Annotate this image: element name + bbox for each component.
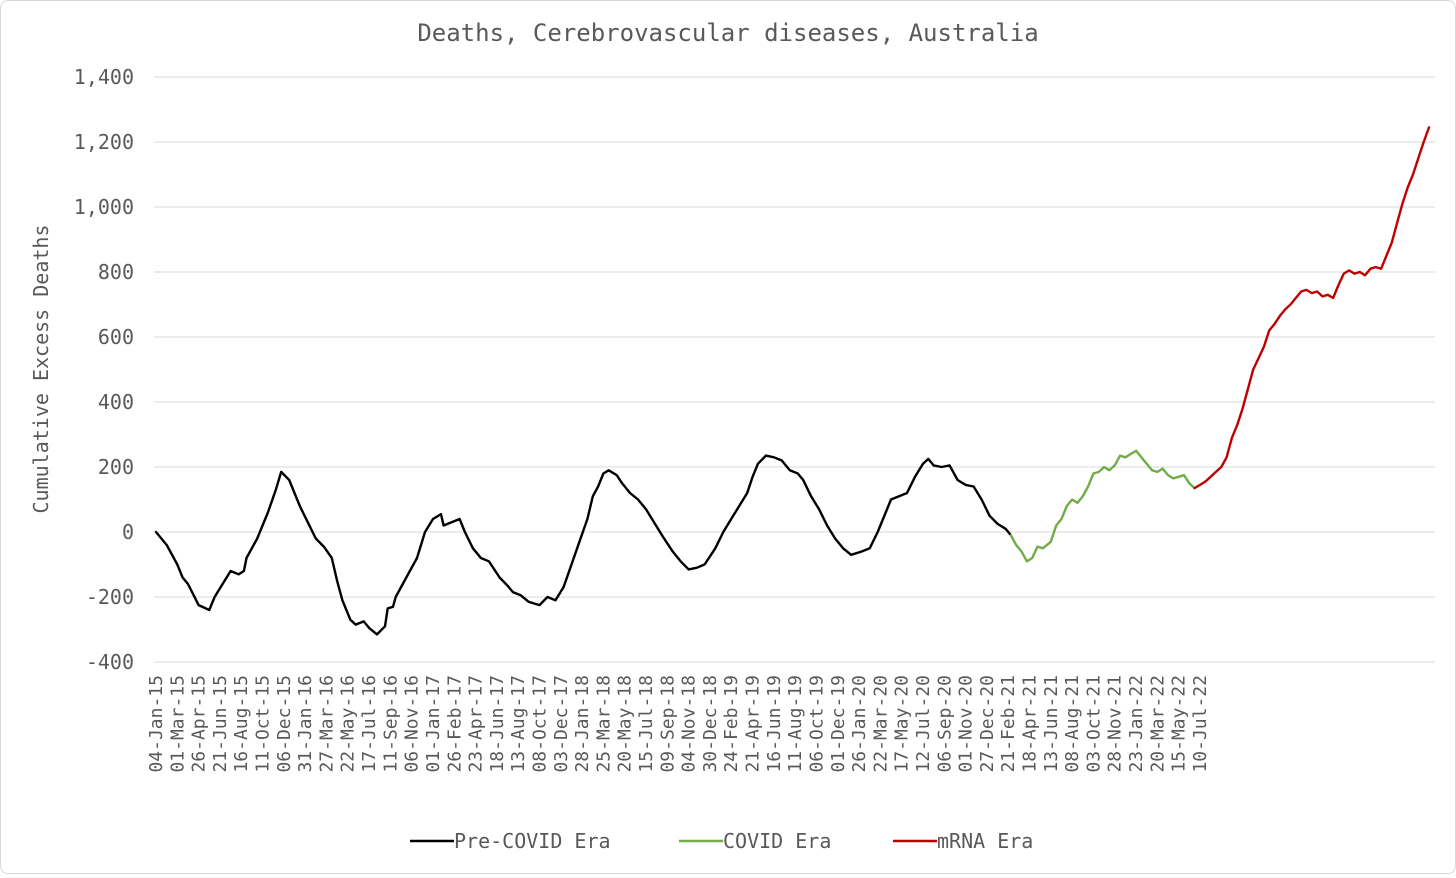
x-tick-label: 10-Jul-22	[1190, 675, 1211, 773]
x-tick-label: 24-Feb-19	[721, 675, 742, 773]
y-axis-ticks: -400 -200 0 200 400 600 800 1,000 1,200 1,400	[74, 65, 134, 674]
series-lines	[154, 126, 1431, 636]
x-axis-ticks: 04-Jan-15 01-Mar-15 26-Apr-15 21-Jun-15 16-A…	[146, 675, 1211, 773]
y-axis-label: Cumulative Excess Deaths	[29, 225, 53, 514]
x-tick-label: 01-Jan-17	[423, 675, 444, 773]
y-tick-label: 1,000	[74, 195, 134, 219]
x-tick-label: 06-Oct-19	[806, 675, 827, 773]
x-tick-label: 26-Feb-17	[444, 675, 465, 773]
x-tick-label: 04-Nov-18	[679, 675, 700, 773]
x-tick-label: 13-Aug-17	[508, 675, 529, 773]
x-tick-label: 27-Dec-20	[977, 675, 998, 773]
x-tick-label: 28-Nov-21	[1105, 675, 1126, 773]
x-tick-label: 25-Mar-18	[593, 675, 614, 773]
legend-label: Pre-COVID Era	[454, 829, 611, 853]
x-tick-label: 01-Dec-19	[828, 675, 849, 773]
x-tick-label: 11-Aug-19	[785, 675, 806, 773]
gridlines	[154, 76, 1435, 663]
series-line	[1009, 449, 1196, 563]
x-tick-label: 17-Jul-16	[359, 675, 380, 773]
x-tick-label: 04-Jan-15	[146, 675, 167, 773]
x-tick-label: 06-Sep-20	[934, 675, 955, 773]
x-tick-label: 03-Dec-17	[551, 675, 572, 773]
legend-label: COVID Era	[723, 829, 831, 853]
x-tick-label: 11-Oct-15	[253, 675, 274, 773]
x-tick-label: 22-May-16	[338, 675, 359, 773]
x-tick-label: 03-Oct-21	[1083, 675, 1104, 773]
y-tick-label: 1,400	[74, 65, 134, 89]
x-tick-label: 16-Aug-15	[231, 675, 252, 773]
x-tick-label: 31-Jan-16	[295, 675, 316, 773]
legend: Pre-COVID Era COVID Era mRNA Era	[410, 829, 1033, 853]
x-tick-label: 20-May-18	[615, 675, 636, 773]
x-tick-label: 16-Jun-19	[764, 675, 785, 773]
legend-label: mRNA Era	[937, 829, 1033, 853]
x-tick-label: 28-Jan-18	[572, 675, 593, 773]
x-tick-label: 06-Nov-16	[402, 675, 423, 773]
y-tick-label: 400	[98, 390, 134, 414]
x-tick-label: 26-Jan-20	[849, 675, 870, 773]
x-tick-label: 30-Dec-18	[700, 675, 721, 773]
x-tick-label: 22-Mar-20	[870, 675, 891, 773]
x-tick-label: 23-Apr-17	[466, 675, 487, 773]
x-tick-label: 01-Mar-15	[167, 675, 188, 773]
x-tick-label: 23-Jan-22	[1126, 675, 1147, 773]
x-tick-label: 09-Sep-18	[657, 675, 678, 773]
x-tick-label: 06-Dec-15	[274, 675, 295, 773]
y-tick-label: 1,200	[74, 130, 134, 154]
x-tick-label: 18-Jun-17	[487, 675, 508, 773]
x-tick-label: 13-Jun-21	[1041, 675, 1062, 773]
x-tick-label: 11-Sep-16	[380, 675, 401, 773]
x-tick-label: 18-Apr-21	[1020, 675, 1041, 773]
x-tick-label: 21-Apr-19	[743, 675, 764, 773]
x-tick-label: 27-Mar-16	[316, 675, 337, 773]
x-tick-label: 08-Oct-17	[529, 675, 550, 773]
x-tick-label: 21-Jun-15	[210, 675, 231, 773]
x-tick-label: 20-Mar-22	[1147, 675, 1168, 773]
x-tick-label: 01-Nov-20	[956, 675, 977, 773]
x-tick-label: 15-May-22	[1169, 675, 1190, 773]
y-tick-label: -400	[86, 650, 134, 674]
x-tick-label: 17-May-20	[892, 675, 913, 773]
x-tick-label: 26-Apr-15	[189, 675, 210, 773]
y-tick-label: -200	[86, 585, 134, 609]
x-tick-label: 21-Feb-21	[998, 675, 1019, 773]
y-tick-label: 600	[98, 325, 134, 349]
y-tick-label: 200	[98, 455, 134, 479]
chart-title: Deaths, Cerebrovascular diseases, Austra…	[417, 19, 1038, 47]
x-tick-label: 08-Aug-21	[1062, 675, 1083, 773]
series-line	[1193, 126, 1431, 490]
y-tick-label: 0	[122, 520, 134, 544]
x-tick-label: 12-Jul-20	[913, 675, 934, 773]
x-tick-label: 15-Jul-18	[636, 675, 657, 773]
series-line	[154, 454, 1013, 636]
y-tick-label: 800	[98, 260, 134, 284]
